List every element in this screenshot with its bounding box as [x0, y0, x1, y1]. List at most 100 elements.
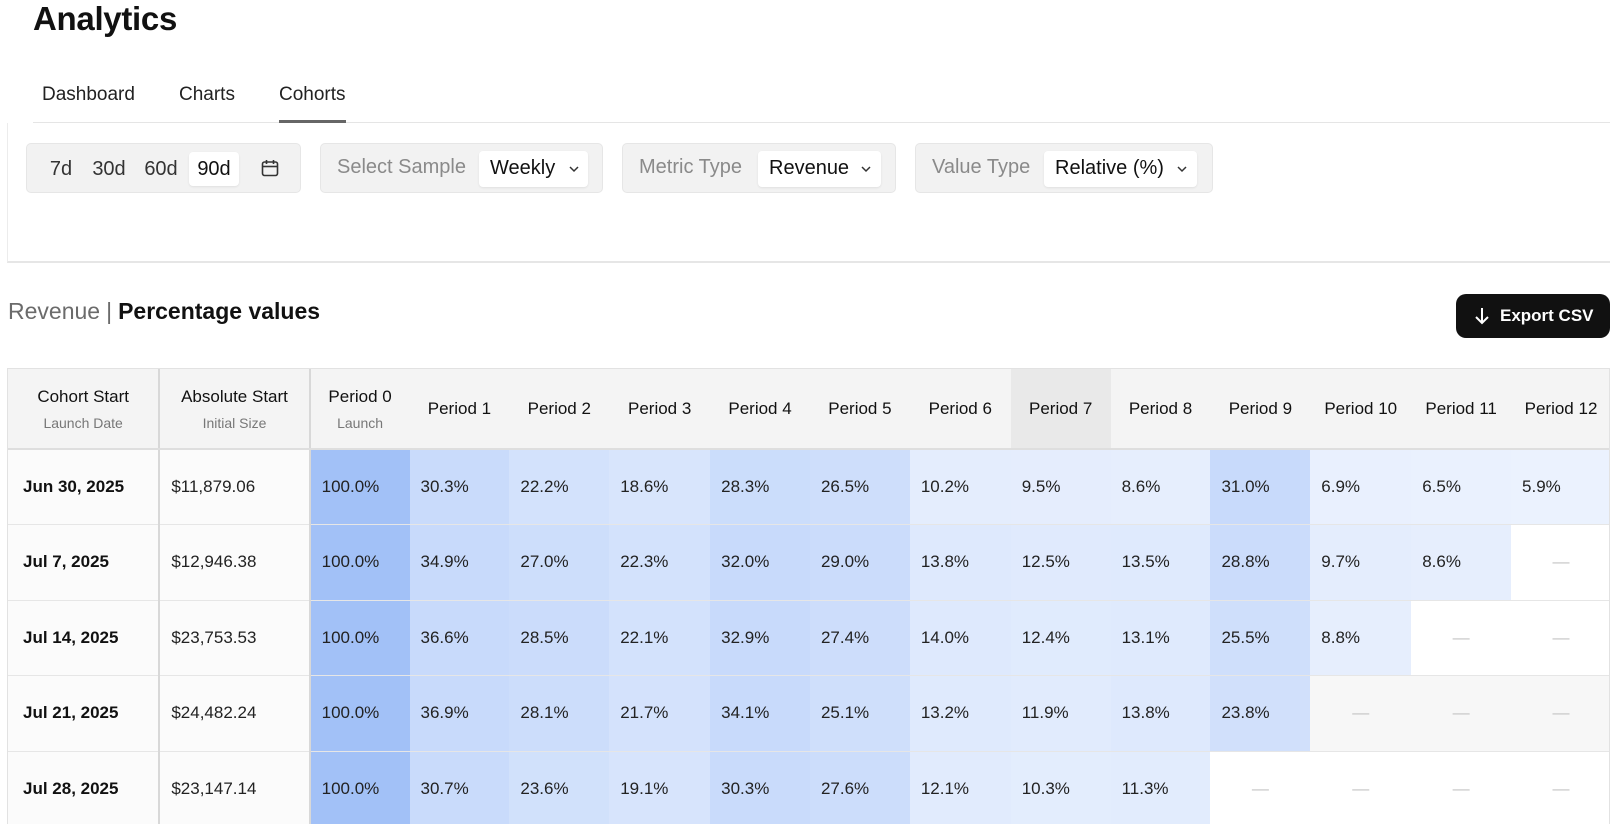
table-header-row: Cohort Start Launch Date Absolute Start Ini…: [8, 369, 1609, 450]
column-header[interactable]: Period 5: [809, 369, 910, 450]
cohort-value-cell: 14.0%: [909, 600, 1011, 676]
cohort-value-cell: 32.0%: [710, 524, 810, 601]
column-header[interactable]: Period 6: [909, 369, 1011, 450]
value-type-select[interactable]: Relative (%): [1044, 151, 1197, 187]
cohort-value-cell: 22.2%: [509, 449, 610, 525]
column-header-title: Period 7: [1028, 398, 1093, 418]
sample-label: Select Sample: [337, 156, 466, 178]
section-separator: |: [106, 298, 113, 324]
tab-charts[interactable]: Charts: [179, 84, 235, 105]
absolute-start-cell: $12,946.38: [159, 524, 311, 601]
table-row: Jun 30, 2025 $11,879.06 100.0% 30.3% 22.2% 18…: [8, 449, 1609, 525]
cohort-value-cell: 25.5%: [1210, 600, 1311, 676]
calendar-icon[interactable]: [261, 159, 279, 177]
value-type-filter-group: Value Type Relative (%): [915, 143, 1213, 193]
cohort-value-cell: 6.5%: [1411, 449, 1512, 525]
section-mode: Percentage values: [118, 298, 321, 324]
export-csv-button[interactable]: Export CSV: [1456, 294, 1610, 338]
absolute-start-cell: $23,147.14: [159, 751, 311, 824]
column-header-title: Period 9: [1228, 398, 1293, 418]
column-header[interactable]: Period 0 Launch: [309, 369, 410, 450]
tab-cohorts[interactable]: Cohorts: [279, 82, 346, 123]
metric-label: Metric Type: [639, 156, 742, 178]
empty-cell: —: [1511, 524, 1609, 601]
page-title: Analytics: [33, 0, 178, 37]
chevron-down-icon: [569, 166, 579, 173]
sample-value: Weekly: [490, 157, 556, 179]
column-header-title: Period 8: [1128, 398, 1193, 418]
column-header[interactable]: Period 9: [1210, 369, 1311, 450]
absolute-start-cell: $11,879.06: [159, 449, 311, 525]
column-header-title: Period 2: [527, 398, 591, 418]
value-type-label: Value Type: [932, 156, 1031, 178]
cohort-date-cell: Jun 30, 2025: [8, 449, 161, 525]
cohort-value-cell: 11.9%: [1010, 675, 1111, 752]
cohort-value-cell: 13.2%: [909, 675, 1011, 752]
column-header-title: Period 6: [928, 398, 992, 418]
sample-select[interactable]: Weekly: [479, 151, 588, 187]
cohort-value-cell: 11.3%: [1110, 751, 1211, 824]
column-header-title: Period 0: [328, 386, 392, 406]
cohort-value-cell: 13.8%: [1110, 675, 1211, 752]
column-header-title: Period 12: [1524, 398, 1598, 418]
range-30d-button[interactable]: 30d: [92, 158, 126, 180]
column-header-title: Period 3: [628, 398, 692, 418]
cohort-table: Cohort Start Launch Date Absolute Start Ini…: [8, 369, 1609, 824]
tab-dashboard[interactable]: Dashboard: [42, 84, 135, 105]
absolute-start-cell: $23,753.53: [159, 600, 311, 676]
cohort-date-cell: Jul 14, 2025: [8, 600, 161, 676]
cohort-value-cell: 10.2%: [909, 449, 1011, 525]
cohort-value-cell: 34.1%: [710, 675, 810, 752]
tab-bar: Dashboard Charts Cohorts: [33, 82, 1610, 123]
column-header[interactable]: Period 2: [509, 369, 610, 450]
cohort-value-cell: 9.7%: [1310, 524, 1412, 601]
cohort-value-cell: 100.0%: [309, 449, 410, 525]
cohort-value-cell: 26.5%: [809, 449, 910, 525]
arrow-down-icon: [1475, 308, 1489, 325]
table-row: Jul 21, 2025 $24,482.24 100.0% 36.9% 28.1% 21…: [8, 675, 1609, 752]
cohort-value-cell: 23.8%: [1210, 675, 1311, 752]
column-header-title: Period 10: [1324, 398, 1398, 418]
cohort-value-cell: 27.0%: [509, 524, 610, 601]
cohort-value-cell: 100.0%: [309, 751, 410, 824]
sample-filter-group: Select Sample Weekly: [320, 143, 603, 193]
column-header-title: Period 5: [828, 398, 892, 418]
range-90d-button[interactable]: 90d: [189, 152, 239, 186]
cohort-value-cell: 30.3%: [710, 751, 810, 824]
metric-select[interactable]: Revenue: [758, 151, 881, 187]
metric-filter-group: Metric Type Revenue: [622, 143, 896, 193]
column-header[interactable]: Period 10: [1310, 369, 1412, 450]
cohort-value-cell: 28.8%: [1210, 524, 1311, 601]
cohort-value-cell: 12.5%: [1010, 524, 1111, 601]
range-60d-button[interactable]: 60d: [144, 158, 178, 180]
cohort-value-cell: 100.0%: [309, 600, 410, 676]
column-header[interactable]: Period 8: [1110, 369, 1211, 450]
column-header[interactable]: Period 11: [1411, 369, 1512, 450]
column-header[interactable]: Cohort Start Launch Date: [8, 369, 161, 450]
section-metric: Revenue: [8, 298, 101, 324]
column-header[interactable]: Period 1: [409, 369, 510, 450]
cohort-value-cell: 19.1%: [609, 751, 711, 824]
empty-cell: —: [1511, 600, 1609, 676]
cohort-value-cell: 12.1%: [909, 751, 1011, 824]
absolute-start-cell: $24,482.24: [159, 675, 311, 752]
column-header-title: Period 11: [1425, 398, 1497, 418]
column-header[interactable]: Period 7: [1010, 369, 1111, 450]
cohort-date-cell: Jul 28, 2025: [8, 751, 161, 824]
range-7d-button[interactable]: 7d: [49, 158, 73, 180]
cohort-value-cell: 27.6%: [809, 751, 910, 824]
table-row: Jul 28, 2025 $23,147.14 100.0% 30.7% 23.6% 19…: [8, 751, 1609, 824]
column-header[interactable]: Absolute Start Initial Size: [159, 369, 311, 450]
column-header[interactable]: Period 3: [609, 369, 711, 450]
column-header-title: Absolute Start: [181, 386, 288, 406]
column-header-title: Period 4: [728, 398, 792, 418]
export-csv-label: Export CSV: [1500, 306, 1594, 325]
cohort-value-cell: 29.0%: [809, 524, 910, 601]
column-header[interactable]: Period 4: [710, 369, 810, 450]
column-header-title: Cohort Start: [37, 386, 129, 406]
filters-panel: [7, 123, 1610, 263]
chevron-down-icon: [861, 166, 871, 173]
column-header[interactable]: Period 12: [1511, 369, 1609, 450]
cohort-value-cell: 34.9%: [409, 524, 510, 601]
cohort-value-cell: 10.3%: [1010, 751, 1111, 824]
